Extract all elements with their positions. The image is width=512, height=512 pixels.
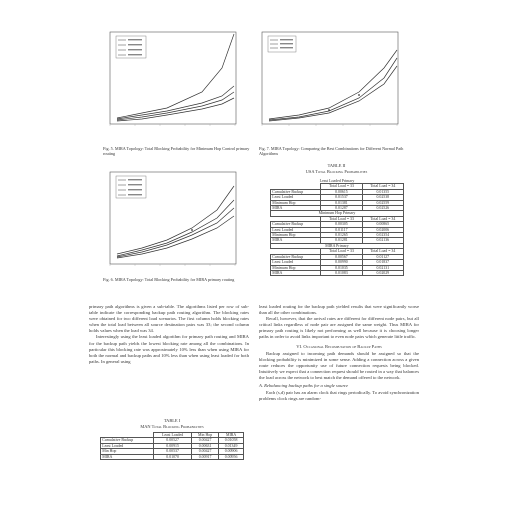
table-row: Least Loaded 0.00990 0.01837 xyxy=(269,259,405,266)
left-column-text: primary path algorithms is given a sub-t… xyxy=(89,304,249,365)
paragraph: Interestingly using the least loaded alg… xyxy=(89,334,249,364)
table-row: Least Loaded 0.01537 0.02538 xyxy=(269,194,405,201)
table-cell: 0.00631 xyxy=(191,442,220,450)
table-row: MIRA 0.01083 0.02029 xyxy=(269,269,405,277)
table-cell: 0.02136 xyxy=(361,237,405,244)
paragraph: primary path algorithms is given a sub-t… xyxy=(89,304,249,334)
section-heading: VI. Occasional Recomputation of Backup P… xyxy=(296,343,382,349)
table-cell: Total Load = 34 xyxy=(361,183,405,190)
table-cell: 0.02526 xyxy=(361,204,405,212)
paragraph: least loaded routing for the backup path… xyxy=(259,304,419,316)
table-2-label: TABLE II xyxy=(327,163,346,168)
table-row: Minimum Hop 0.01265 0.02354 xyxy=(269,232,405,239)
table-cell: 0.01355 xyxy=(361,188,405,196)
figure-6-plot xyxy=(109,171,237,266)
paragraph: Recall, however, that the arrival rates … xyxy=(259,316,419,340)
table-cell: Cumulative Backup xyxy=(99,437,155,444)
table-cell: 0.01127 xyxy=(361,253,405,261)
table-cell: 0.02354 xyxy=(361,232,405,239)
table-row: Total Load = 33 Total Load = 34 xyxy=(271,183,405,190)
table-cell: 0.00917 xyxy=(191,453,220,461)
table-cell: 0.02006 xyxy=(361,226,405,234)
table-cell: Total Load = 34 xyxy=(361,215,405,223)
table-cell: 0.01083 xyxy=(320,269,363,277)
table-2-group-3-name: MIRA Primary xyxy=(270,242,404,250)
table-cell: 0.01058 xyxy=(218,437,244,444)
table-cell: 0.01070 xyxy=(153,453,193,461)
figure-6 xyxy=(102,168,242,273)
table-2-group-2-name: Minimum Hop Primary xyxy=(270,210,404,217)
figure-6-caption: Fig. 6. MIRA Topology: Total Blocking Pr… xyxy=(103,277,235,282)
table-cell: 0.00427 xyxy=(191,437,220,444)
table-cell: Total Load = 34 xyxy=(361,248,405,255)
table-cell: 0.00956 xyxy=(218,453,244,461)
table-row: Minimum Hop 0.01381 0.02559 xyxy=(269,199,405,207)
table-cell: 0.02559 xyxy=(361,199,405,207)
table-cell: MIRA xyxy=(269,269,322,277)
table-cell: 0.02131 xyxy=(361,264,405,271)
subsection-heading: A. Rebalancing backup paths for a single… xyxy=(259,383,349,389)
table-1-label: TABLE I xyxy=(163,418,181,423)
table-cell: MIRA xyxy=(99,453,155,461)
table-row: Total Load = 33 Total Load = 34 xyxy=(271,215,405,223)
table-2-title: USA Total Blocking Probabilities xyxy=(305,169,368,174)
paragraph: Each (s,d) pair has an alarm clock that … xyxy=(259,390,419,402)
table-row: Cumulative Backup 0.00527 0.00427 0.01058 xyxy=(99,437,244,444)
table-row: Total Load = 33 Total Load = 34 xyxy=(271,248,405,255)
table-cell: 0.01837 xyxy=(361,259,405,266)
table-2-group-1-name: Least Loaded Primary xyxy=(319,179,355,183)
table-cell: Min Hop xyxy=(191,431,220,439)
table-cell: 0.02538 xyxy=(361,194,405,201)
table-row: Least Loaded Min Hop MIRA xyxy=(101,431,244,439)
paragraph: Backup assigned to incoming path demands… xyxy=(259,350,419,381)
table-row: Cumulative Backup 0.00305 0.00865 xyxy=(269,221,405,228)
figure-5 xyxy=(102,28,242,133)
figure-7-caption: Fig. 7. MIRA Topology: Comparing the Bes… xyxy=(259,146,404,157)
table-row: Least Loaded 0.01117 0.02006 xyxy=(269,226,405,234)
table-row: Minimum Hop 0.01035 0.02131 xyxy=(269,264,405,271)
table-cell: MIRA xyxy=(218,431,244,439)
figure-5-plot xyxy=(109,31,237,126)
table-row: Cumulative Backup 0.00615 0.01355 xyxy=(269,188,405,196)
figure-7-plot xyxy=(261,31,399,126)
table-cell: 0.01349 xyxy=(218,442,244,450)
table-1-title: MAN Total Blocking Probabilities xyxy=(140,424,204,429)
table-cell: 0.02029 xyxy=(361,269,405,277)
right-column-text: least loaded routing for the backup path… xyxy=(259,304,419,402)
table-row: Cumulative Backup 0.00567 0.01127 xyxy=(269,253,405,261)
table-2: Least Loaded Primary Total Load = 33 Tot… xyxy=(269,179,405,277)
table-cell: 0.00427 xyxy=(191,448,220,455)
table-row: Least Loaded 0.00915 0.00631 0.01349 xyxy=(99,442,244,450)
table-cell: 0.00906 xyxy=(218,448,244,455)
table-1: Least Loaded Min Hop MIRA Cumulative Bac… xyxy=(99,431,244,461)
table-cell: 0.00865 xyxy=(361,221,405,228)
figure-5-caption: Fig. 5. MIRA Topology: Total Blocking Pr… xyxy=(103,146,250,157)
figure-7 xyxy=(254,28,404,133)
table-row: MIRA 0.01070 0.00917 0.00956 xyxy=(99,453,244,461)
